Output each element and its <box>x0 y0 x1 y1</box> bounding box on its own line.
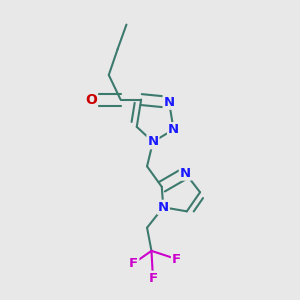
Text: F: F <box>172 253 181 266</box>
Text: N: N <box>168 123 179 136</box>
Text: O: O <box>85 93 97 106</box>
Text: F: F <box>129 256 138 270</box>
Text: N: N <box>147 135 158 148</box>
Text: F: F <box>148 272 158 285</box>
Text: N: N <box>180 167 191 180</box>
Text: N: N <box>158 201 169 214</box>
Text: N: N <box>164 96 175 109</box>
